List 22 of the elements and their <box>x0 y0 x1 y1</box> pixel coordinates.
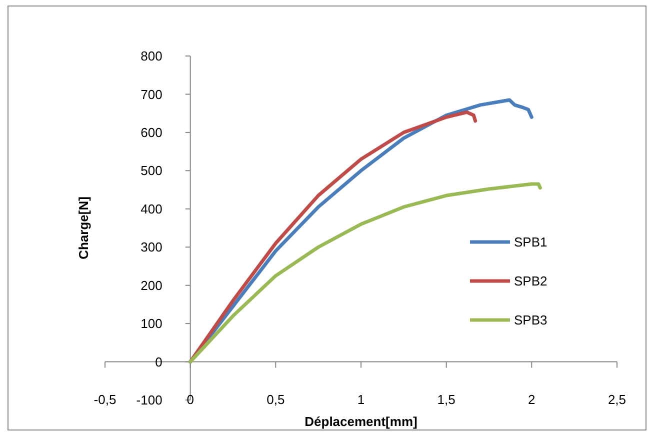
y-tick-label: 200 <box>140 278 162 293</box>
legend-label: SPB2 <box>514 274 548 289</box>
legend-label: SPB1 <box>514 234 548 250</box>
y-axis-title: Charge[N] <box>76 196 91 260</box>
y-tick-label: 0 <box>155 354 162 370</box>
legend-label: SPB3 <box>514 312 548 328</box>
y-tick-label: 700 <box>140 86 162 102</box>
y-tick-label: 300 <box>140 240 162 255</box>
y-tick-label: 100 <box>140 316 162 332</box>
y-tick-label: -100 <box>136 392 162 408</box>
x-tick-label: 0 <box>186 392 194 407</box>
x-tick-label: 1 <box>357 392 365 407</box>
x-axis-title: Déplacement[mm] <box>304 414 418 429</box>
x-tick-label: 2 <box>528 392 536 407</box>
x-tick-label: 0,5 <box>266 392 285 407</box>
x-tick-label: 1,5 <box>437 392 456 407</box>
y-tick-label: 400 <box>140 201 162 216</box>
x-tick-label: -0,5 <box>94 392 116 407</box>
x-tick-label: 2,5 <box>608 392 626 407</box>
y-tick-label: 800 <box>140 48 162 64</box>
y-tick-label: 500 <box>140 163 162 178</box>
y-tick-label: 600 <box>140 124 162 140</box>
